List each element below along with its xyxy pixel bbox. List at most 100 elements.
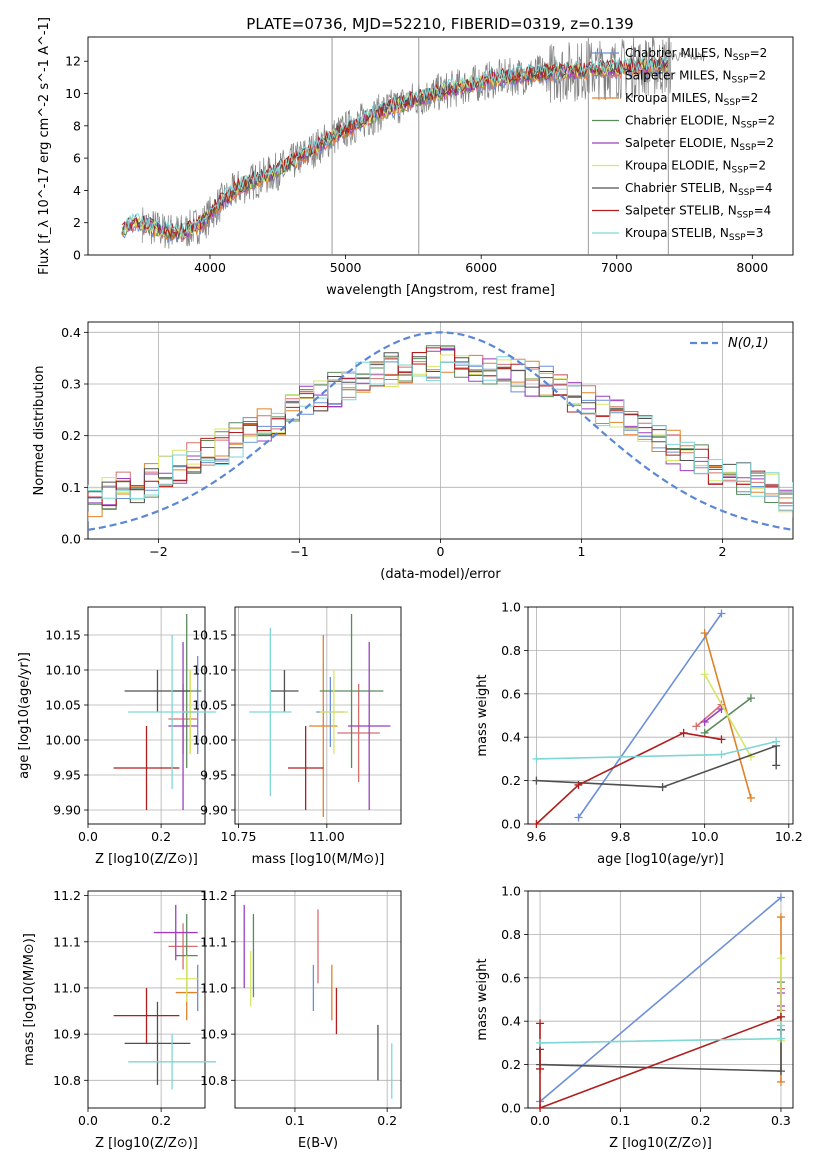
x-axis-label: Z [log10(Z/Z⊙)] xyxy=(609,1136,712,1151)
weight-marker xyxy=(746,793,755,802)
y-tick-label: 10.10 xyxy=(45,663,81,678)
legend: Chabrier MILES, NSSP=2 Salpeter MILES, NS… xyxy=(592,46,775,243)
weight-line xyxy=(539,1016,782,1110)
model-spectrum xyxy=(121,58,669,240)
x-tick-label: 1 xyxy=(578,544,586,559)
weight-marker xyxy=(536,1038,545,1047)
weight-marker xyxy=(776,954,785,963)
y-tick-label: 0.0 xyxy=(501,1101,521,1116)
y-tick-label: 0 xyxy=(73,248,81,263)
chart-mass_vs_Z: 0.0 0.2 10.8 10.9 11.0 11.1 11.2 Z [log10(Z/Z⊙)… xyxy=(22,888,216,1151)
legend-entry: Kroupa ELODIE, NSSP=2 xyxy=(625,159,766,176)
weight-marker xyxy=(717,735,726,744)
y-tick-label: 10.8 xyxy=(200,1073,228,1088)
y-tick-label: 11.1 xyxy=(53,934,81,949)
model-spectrum xyxy=(121,55,669,237)
x-tick-label: 7000 xyxy=(601,260,633,275)
x-axis-label: age [log10(age/yr)] xyxy=(597,852,724,867)
model-spectrum xyxy=(121,59,669,240)
axes-frame xyxy=(87,321,794,540)
weight-marker xyxy=(532,754,541,763)
x-tick-label: 0.3 xyxy=(771,1113,791,1128)
weight-marker xyxy=(746,694,755,703)
y-tick-label: 8 xyxy=(73,118,81,133)
legend-entry: Kroupa STELIB, NSSP=3 xyxy=(625,226,763,243)
x-axis-label: Z [log10(Z/Z⊙)] xyxy=(95,852,198,867)
weight-marker xyxy=(776,913,785,922)
weight-marker xyxy=(700,718,709,727)
y-tick-label: 0.3 xyxy=(61,377,81,392)
y-tick-label: 0.1 xyxy=(61,480,81,495)
x-tick-label: −1 xyxy=(290,544,308,559)
model-spectrum xyxy=(121,55,669,237)
figure-title: PLATE=0736, MJD=52210, FIBERID=0319, z=0… xyxy=(246,15,633,33)
y-tick-label: 11.0 xyxy=(200,980,228,995)
y-tick-label: 0.4 xyxy=(61,325,81,340)
x-tick-label: 0.2 xyxy=(151,829,171,844)
model-spectrum xyxy=(121,59,669,240)
x-tick-label: 0.0 xyxy=(530,1113,550,1128)
x-axis-label: wavelength [Angstrom, rest frame] xyxy=(326,283,555,298)
y-tick-label: 0.8 xyxy=(501,927,521,942)
weight-marker xyxy=(532,776,541,785)
y-tick-label: 11.1 xyxy=(200,934,228,949)
y-tick-label: 0.4 xyxy=(501,730,521,745)
x-axis-label: (data-model)/error xyxy=(380,567,501,582)
y-tick-label: 0.2 xyxy=(61,428,81,443)
y-tick-label: 0.4 xyxy=(501,1014,521,1029)
legend-entry: Salpeter ELODIE, NSSP=2 xyxy=(625,136,774,153)
y-tick-label: 0.6 xyxy=(501,970,521,985)
weight-marker xyxy=(776,1034,785,1043)
x-tick-label: 5000 xyxy=(330,260,362,275)
weight-line xyxy=(535,732,722,825)
y-tick-label: 10.05 xyxy=(192,698,228,713)
legend-entry: N(0,1) xyxy=(728,336,769,351)
weight-marker xyxy=(776,1021,785,1030)
y-tick-label: 2 xyxy=(73,215,81,230)
y-tick-label: 10.10 xyxy=(192,663,228,678)
weight-line xyxy=(536,744,778,788)
weight-marker xyxy=(574,813,583,822)
y-axis-label: Normed distribution xyxy=(32,366,47,496)
chart-residuals: −2 −1 0 1 2 0.0 0.1 0.2 0.3 0.4 (data-model)/error… xyxy=(32,321,794,582)
legend-entry: Chabrier MILES, NSSP=2 xyxy=(625,46,767,63)
weight-marker xyxy=(776,893,785,902)
y-tick-label: 1.0 xyxy=(501,884,521,899)
weight-marker xyxy=(772,737,781,746)
x-tick-label: 0 xyxy=(437,544,445,559)
chart-spectrum: 4000 5000 6000 7000 8000 0 2 4 6 8 10 12 wavelength … xyxy=(37,17,794,298)
y-axis-label: mass weight xyxy=(475,958,490,1040)
y-tick-label: 9.95 xyxy=(200,768,228,783)
weight-marker xyxy=(772,761,781,770)
y-tick-label: 12 xyxy=(65,54,81,69)
model-spectrum xyxy=(121,61,669,243)
y-tick-label: 4 xyxy=(73,183,81,198)
residual-histogram xyxy=(88,347,793,507)
x-tick-label: 6000 xyxy=(465,260,497,275)
y-tick-label: 9.90 xyxy=(53,803,81,818)
x-tick-label: 0.2 xyxy=(377,1113,397,1128)
y-tick-label: 11.2 xyxy=(53,888,81,903)
spectrum-lines xyxy=(121,37,705,255)
weight-marker xyxy=(700,670,709,679)
weight-marker xyxy=(717,609,726,618)
y-tick-label: 0.0 xyxy=(501,817,521,832)
y-tick-label: 9.90 xyxy=(200,803,228,818)
legend-entry: Chabrier ELODIE, NSSP=2 xyxy=(625,114,775,131)
chart-age_vs_mass: 10.75 11.00 9.90 9.95 10.00 10.05 10.10 10.15 ma… xyxy=(192,606,402,867)
weight-marker xyxy=(536,1104,545,1112)
weight-line xyxy=(539,896,782,1103)
x-tick-label: −2 xyxy=(149,544,167,559)
y-tick-label: 0.2 xyxy=(501,773,521,788)
x-tick-label: 4000 xyxy=(194,260,226,275)
chart-weight_vs_Z: 0.0 0.1 0.2 0.3 0.0 0.2 0.4 0.6 0.8 1.0 Z [log10(Z… xyxy=(475,884,794,1151)
weight-marker xyxy=(536,1019,545,1028)
y-tick-label: 10 xyxy=(65,86,81,101)
weight-line xyxy=(695,703,723,728)
x-tick-label: 10.0 xyxy=(691,829,719,844)
x-tick-label: 0.1 xyxy=(285,1113,305,1128)
x-tick-label: 0.0 xyxy=(78,829,98,844)
y-tick-label: 0.8 xyxy=(501,643,521,658)
model-spectrum xyxy=(121,56,669,239)
weight-marker xyxy=(700,629,709,638)
